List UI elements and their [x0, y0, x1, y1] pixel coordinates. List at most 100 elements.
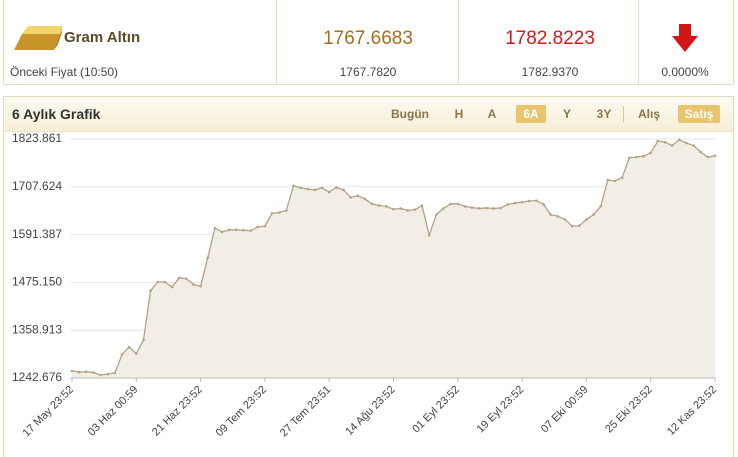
- prev-sell: 1782.9370: [521, 65, 579, 79]
- point: [227, 228, 231, 232]
- period-button[interactable]: H: [454, 107, 464, 121]
- point: [277, 211, 281, 214]
- title: Gram Altın: [64, 29, 141, 46]
- point: [285, 209, 288, 212]
- point: [363, 197, 367, 201]
- point: [142, 338, 145, 342]
- point: [399, 207, 402, 210]
- point: [263, 224, 267, 228]
- point: [435, 213, 438, 216]
- point: [327, 190, 331, 194]
- point: [692, 144, 695, 147]
- y-tick-label: 1707.624: [12, 179, 62, 193]
- point: [313, 188, 317, 192]
- period-button[interactable]: 6A: [516, 105, 546, 123]
- point: [613, 179, 617, 183]
- point: [292, 184, 295, 188]
- period-button[interactable]: 3Y: [596, 107, 612, 121]
- point: [685, 141, 688, 145]
- point: [556, 214, 560, 218]
- point: [506, 203, 510, 206]
- point: [649, 151, 652, 155]
- point: [427, 233, 431, 237]
- point: [527, 199, 531, 203]
- point: [627, 156, 631, 160]
- point: [656, 139, 660, 143]
- side-button[interactable]: Alış: [637, 107, 660, 121]
- point: [499, 206, 502, 210]
- separator: [638, 0, 639, 84]
- point: [249, 229, 252, 232]
- point: [535, 199, 538, 202]
- y-tick-label: 1823.861: [12, 131, 62, 145]
- point: [620, 176, 624, 179]
- point: [456, 202, 460, 206]
- point: [713, 154, 717, 158]
- point: [149, 289, 152, 292]
- point: [242, 228, 245, 232]
- point: [92, 371, 95, 374]
- point: [392, 207, 395, 211]
- point: [220, 230, 224, 234]
- point: [306, 187, 310, 191]
- x-tick-label: 17 May 23:52: [21, 384, 77, 440]
- point: [163, 280, 167, 284]
- point: [320, 186, 324, 190]
- panel-header: 6 Aylık Grafik Bugün H A 6A Y 3Y Alış Sa…: [4, 97, 733, 132]
- point: [342, 188, 345, 192]
- x-tick-label: 09 Tem 23:52: [214, 384, 269, 439]
- point: [106, 372, 110, 376]
- point: [513, 201, 517, 205]
- period-button[interactable]: A: [487, 107, 497, 121]
- point: [70, 369, 74, 373]
- change: 0.0000%: [661, 65, 709, 79]
- point: [442, 207, 445, 210]
- y-tick-label: 1475.150: [12, 275, 62, 289]
- prev-label: Önceki Fiyat (10:50): [10, 65, 119, 79]
- x-tick-label: 14 Ağu 23:52: [343, 384, 397, 438]
- point: [113, 371, 117, 375]
- point: [563, 218, 567, 221]
- y-tick-label: 1242.676: [12, 370, 62, 384]
- point: [413, 208, 417, 211]
- point: [420, 204, 424, 207]
- x-tick-label: 27 Tem 23:51: [278, 384, 333, 439]
- period-button[interactable]: Bugün: [391, 107, 429, 121]
- point: [235, 228, 238, 232]
- point: [127, 345, 131, 349]
- area: [72, 139, 715, 378]
- x-tick-label: 03 Haz 00:59: [86, 384, 141, 439]
- point: [199, 284, 202, 288]
- point: [177, 276, 181, 280]
- separator: [623, 106, 624, 122]
- point: [477, 207, 481, 210]
- point: [463, 205, 467, 208]
- point: [213, 226, 217, 230]
- point: [156, 280, 160, 284]
- point: [706, 155, 710, 159]
- buy-price: 1767.6683: [323, 28, 413, 49]
- point: [592, 213, 595, 216]
- x-tick-label: 19 Eyl 23:52: [475, 384, 527, 436]
- x-tick-label: 25 Eki 23:52: [603, 384, 655, 436]
- point: [256, 225, 260, 229]
- side-button[interactable]: Satış: [678, 105, 720, 123]
- separator: [276, 0, 277, 84]
- point: [192, 283, 195, 286]
- point: [677, 138, 681, 142]
- down-arrow: [672, 24, 698, 52]
- point: [356, 194, 360, 197]
- point: [349, 196, 352, 199]
- point: [135, 352, 138, 355]
- period-button[interactable]: Y: [562, 107, 571, 121]
- point: [642, 154, 645, 158]
- y-tick-label: 1358.913: [12, 322, 62, 336]
- sell-price: 1782.8223: [505, 28, 595, 49]
- point: [449, 202, 452, 206]
- point: [99, 373, 102, 377]
- point: [77, 370, 81, 374]
- point: [385, 205, 388, 208]
- price-box: Gram Altın Önceki Fiyat (10:50) 1767.668…: [3, 0, 734, 85]
